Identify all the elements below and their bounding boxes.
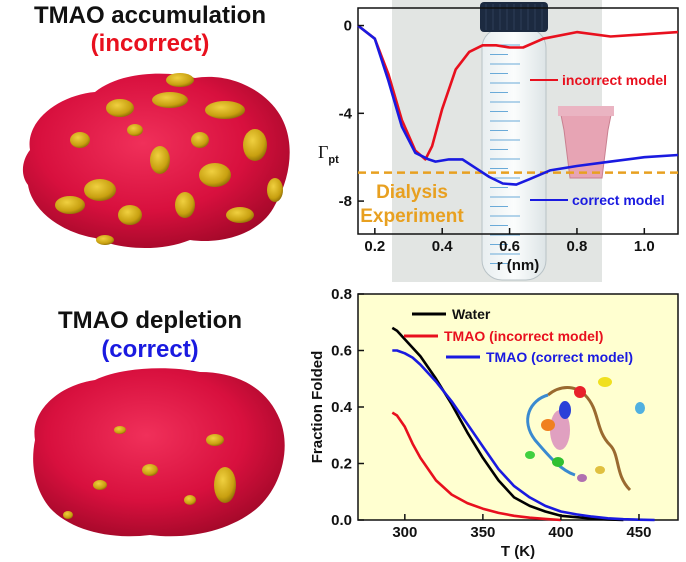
- legend-label-0: Water: [452, 306, 491, 322]
- series-label-1: correct model: [572, 192, 665, 208]
- x-axis-label: r (nm): [497, 257, 540, 274]
- y-tick-label: 0.0: [331, 512, 352, 529]
- accumulation-title: TMAO accumulation: [33, 2, 267, 29]
- y-tick-label: 0: [344, 18, 352, 35]
- y-axis-label: Γpt: [318, 142, 339, 166]
- series-line-1: [391, 411, 561, 522]
- x-tick-label: 300: [392, 524, 417, 541]
- y-axis-label: Fraction Folded: [309, 351, 326, 464]
- y-tick-label: 0.2: [331, 456, 352, 473]
- series-label-0: incorrect model: [562, 72, 667, 88]
- legend-label-1: TMAO (incorrect model): [444, 328, 603, 344]
- series-line-0: [357, 24, 679, 161]
- x-tick-label: 0.4: [432, 238, 454, 255]
- accumulation-status: (incorrect): [90, 30, 210, 57]
- series-line-0: [391, 326, 624, 522]
- y-tick-label: 0.6: [331, 343, 352, 360]
- y-tick-label: 0.4: [331, 399, 353, 416]
- x-tick-label: 0.2: [364, 238, 385, 255]
- fraction-folded-chart: 300 350 400 450 0.0 0.2 0.4 0.6 0.8 T (K) Fraction…: [309, 286, 679, 560]
- x-tick-label: 450: [626, 524, 651, 541]
- x-axis-label: T (K): [501, 543, 535, 560]
- y-tick-label: -4: [339, 105, 353, 122]
- x-tick-label: 0.6: [499, 238, 520, 255]
- plot-frame: [357, 7, 679, 235]
- dialysis-label-line2: Experiment: [360, 206, 464, 227]
- gamma-chart: Dialysis Experiment 0.2 0.4 0.6 0.8 1.0 0 -4 -8 r …: [318, 7, 679, 274]
- dialysis-label-line1: Dialysis: [376, 182, 448, 203]
- y-tick-label: -8: [339, 193, 352, 210]
- x-tick-label: 400: [548, 524, 573, 541]
- protein-depletion-illustration: [33, 368, 285, 537]
- x-tick-label: 0.8: [567, 238, 588, 255]
- peptide-structure-illustration: [525, 377, 645, 492]
- series-line-1: [357, 24, 679, 186]
- series-line-2: [392, 349, 655, 522]
- depletion-title: TMAO depletion: [58, 307, 242, 334]
- x-tick-label: 1.0: [634, 238, 655, 255]
- dialysis-photo-backdrop: [392, 0, 614, 282]
- depletion-status: (correct): [101, 336, 199, 363]
- y-tick-label: 0.8: [331, 286, 352, 303]
- x-tick-label: 350: [470, 524, 495, 541]
- protein-accumulation-illustration: [22, 73, 290, 249]
- legend-label-2: TMAO (correct model): [486, 349, 633, 365]
